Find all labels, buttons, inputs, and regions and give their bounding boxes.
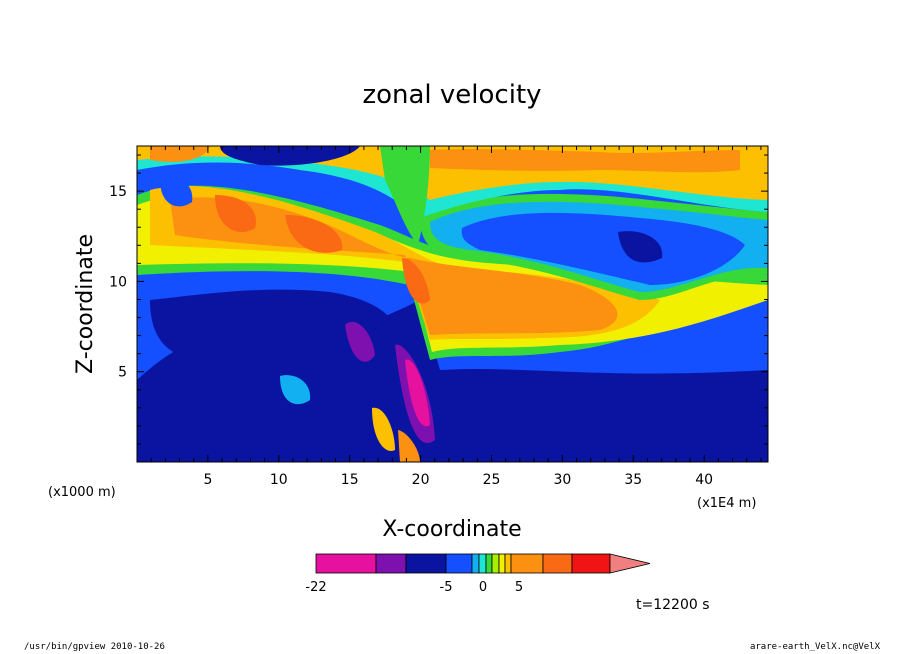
plot-frame — [136, 145, 769, 463]
colorbar-segment — [375, 553, 407, 574]
x-tick-label: 5 — [203, 472, 212, 488]
footer-right: arare-earth_VelX.nc@VelX — [749, 642, 880, 652]
colorbar-segment — [491, 553, 500, 574]
cb-label-2: 0 — [479, 580, 487, 595]
x-axis-label: X-coordinate — [382, 517, 521, 542]
colorbar-extend-arrow — [609, 553, 651, 574]
x-unit-right: (x1E4 m) — [697, 496, 756, 511]
y-tick-label: 10 — [109, 274, 127, 290]
x-tick-label: 30 — [553, 472, 571, 488]
colorbar-segment — [498, 553, 506, 574]
footer-left: /usr/bin/gpview 2010-10-26 — [24, 642, 165, 652]
cb-label-0: -22 — [305, 580, 326, 595]
x-tick-label: 20 — [412, 472, 430, 488]
y-tick-label: 5 — [118, 365, 127, 381]
chart-title: zonal velocity — [362, 80, 541, 110]
x-tick-label: 15 — [341, 472, 359, 488]
velocity-field — [137, 146, 768, 462]
colorbar-segment — [485, 553, 493, 574]
colorbar-segment — [504, 553, 512, 574]
x-tick-label: 25 — [483, 472, 501, 488]
colorbar — [315, 553, 651, 574]
x-tick-label: 40 — [695, 472, 713, 488]
colorbar-segment — [510, 553, 544, 574]
colorbar-segment — [315, 553, 377, 574]
cb-label-3: 5 — [515, 580, 523, 595]
colorbar-segment — [405, 553, 447, 574]
axis-ticks: 5 10 15 20 25 30 35 40 5 10 15 — [109, 146, 768, 488]
cb-label-1: -5 — [440, 580, 453, 595]
colorbar-segment — [445, 553, 473, 574]
x-tick-label: 35 — [624, 472, 642, 488]
x-tick-label: 10 — [270, 472, 288, 488]
colorbar-segment — [478, 553, 487, 574]
colorbar-segment — [471, 553, 480, 574]
y-tick-label: 15 — [109, 184, 127, 200]
colorbar-segment — [542, 553, 573, 574]
y-axis-label: Z-coordinate — [73, 234, 98, 374]
time-label: t=12200 s — [636, 597, 710, 613]
x-unit-left: (x1000 m) — [48, 485, 116, 500]
colorbar-segment — [571, 553, 611, 574]
